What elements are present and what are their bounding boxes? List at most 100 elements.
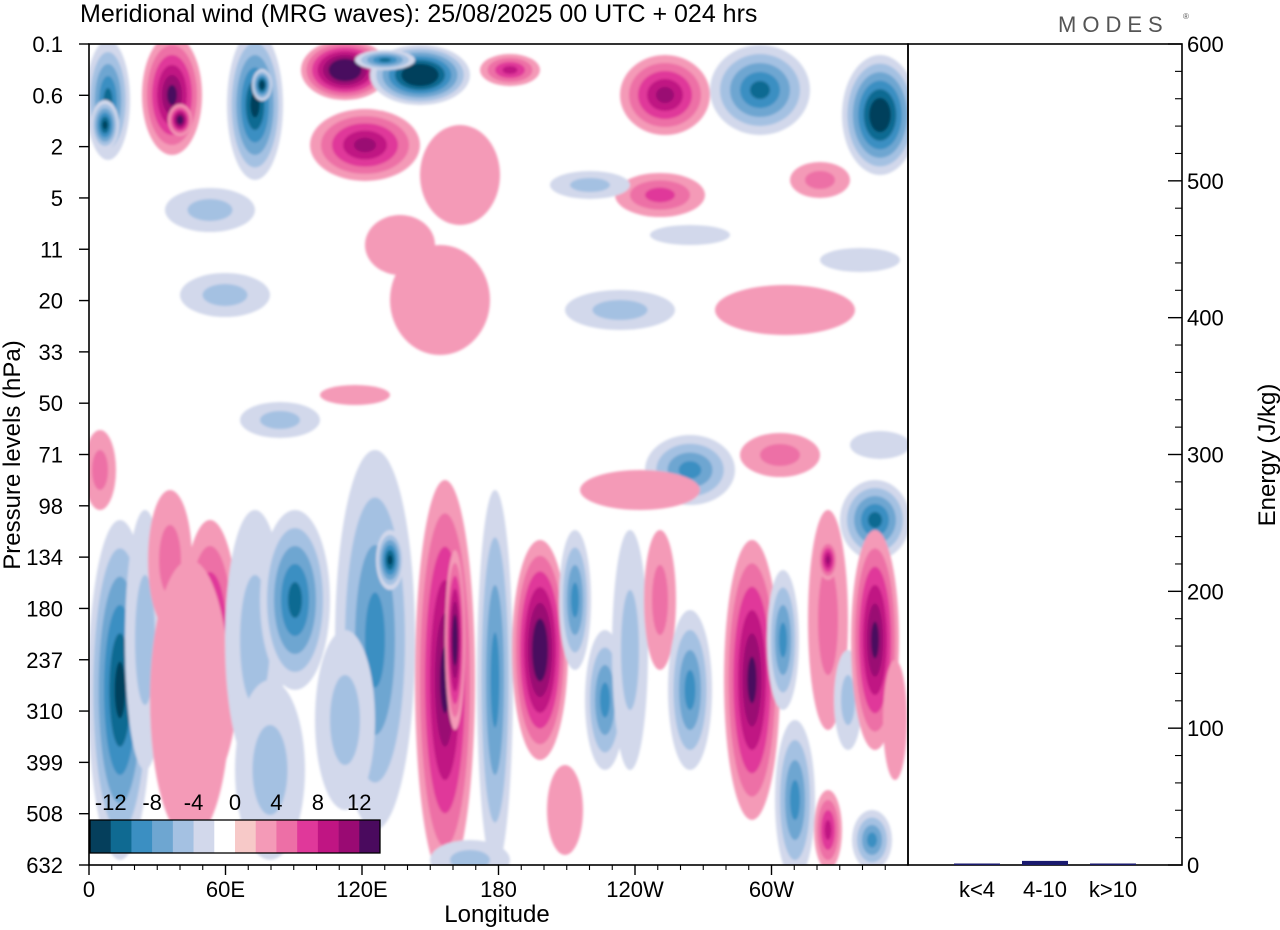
colorbar-swatch	[152, 820, 174, 853]
y-tick-label: 98	[39, 494, 63, 519]
positive-wind-cell	[365, 215, 435, 275]
negative-wind-cell	[565, 290, 675, 330]
energy-tick-label: 300	[1187, 443, 1224, 468]
colorbar-label: 0	[229, 790, 241, 815]
y-tick-label: 71	[39, 443, 63, 468]
x-tick-label: 60E	[206, 877, 245, 902]
x-tick-label: 120W	[606, 877, 664, 902]
positive-wind-cell	[580, 470, 700, 510]
positive-wind-cell	[168, 104, 192, 136]
y-tick-label: 2	[51, 135, 63, 160]
negative-wind-cell	[260, 510, 330, 690]
energy-tick-label: 500	[1187, 169, 1224, 194]
negative-wind-cell	[775, 720, 815, 865]
y-tick-label: 508	[26, 802, 63, 827]
colorbar-label: -12	[95, 790, 127, 815]
colorbar-swatch	[131, 820, 153, 853]
energy-bar	[1090, 863, 1136, 865]
positive-wind-cell	[512, 540, 568, 760]
negative-wind-cell	[315, 630, 375, 810]
energy-plot-frame	[907, 43, 1183, 866]
negative-wind-cell	[842, 55, 908, 175]
colorbar-label: -8	[142, 790, 162, 815]
negative-wind-cell	[850, 431, 908, 459]
y-tick-label: 134	[26, 545, 63, 570]
positive-wind-cell	[790, 162, 850, 198]
y-tick-label: 33	[39, 340, 63, 365]
negative-wind-cell	[355, 50, 415, 70]
positive-wind-cell	[547, 765, 583, 855]
positive-wind-cell	[89, 430, 116, 510]
x-axis-label: Longitude	[444, 901, 549, 928]
negative-wind-cell	[477, 490, 513, 865]
negative-wind-cell	[227, 44, 283, 180]
y-tick-label: 180	[26, 596, 63, 621]
positive-wind-cell	[818, 540, 838, 580]
y-axis-label: Pressure levels (hPa)	[0, 340, 26, 569]
colorbar-label: 4	[270, 790, 282, 815]
axis-ticks	[79, 43, 1182, 875]
positive-wind-cell	[445, 550, 465, 730]
negative-wind-cell	[840, 480, 908, 560]
negative-wind-cell	[668, 610, 712, 770]
positive-wind-cell	[620, 55, 710, 135]
energy-axis-label: Energy (J/kg)	[1254, 384, 1280, 527]
colorbar-label: -4	[184, 790, 204, 815]
negative-wind-cell	[252, 69, 272, 101]
colorbar-swatch	[110, 820, 132, 853]
negative-wind-cell	[650, 225, 730, 245]
x-tick-label: 180	[480, 877, 517, 902]
colorbar-labels: -12 -8 -4 0 4 8 12	[95, 790, 372, 815]
negative-wind-cell	[376, 530, 404, 590]
colorbar-swatch	[359, 820, 381, 853]
positive-wind-cell	[851, 530, 899, 750]
positive-wind-cell	[142, 44, 202, 155]
colorbar-swatch	[317, 820, 339, 853]
energy-tick-label: 0	[1187, 853, 1199, 878]
y-tick-label: 632	[26, 853, 63, 878]
y-tick-label: 50	[39, 391, 63, 416]
negative-wind-cell	[180, 273, 270, 317]
energy-bar	[954, 863, 1000, 865]
negative-wind-cell	[91, 100, 119, 150]
positive-wind-cell	[150, 560, 230, 840]
colorbar-swatch	[255, 820, 277, 853]
positive-wind-cell	[390, 245, 490, 355]
energy-tick-label: 400	[1187, 306, 1224, 331]
wavenumber-label: 4-10	[1023, 877, 1067, 902]
wavenumber-labels: k<4 4-10 k>10	[959, 877, 1137, 902]
colorbar-swatch	[90, 820, 112, 853]
energy-bars	[954, 860, 1136, 865]
x-tick-label: 120E	[336, 877, 387, 902]
energy-bar	[1022, 860, 1068, 865]
positive-wind-cell	[615, 173, 705, 217]
positive-wind-cell	[814, 790, 842, 865]
positive-wind-cell	[420, 125, 500, 225]
pressure-axis-labels: 0.1 0.6 2 5 11 20 33 50 71 98 134 180 237 310 399 508 63…	[26, 32, 63, 878]
negative-wind-cell	[235, 680, 305, 860]
y-tick-label: 11	[40, 237, 63, 262]
positive-wind-cell	[715, 285, 855, 335]
negative-wind-cell	[710, 45, 810, 135]
y-tick-label: 399	[26, 750, 63, 775]
chart-title: Meridional wind (MRG waves): 25/08/2025 …	[80, 0, 757, 28]
energy-tick-label: 100	[1187, 716, 1224, 741]
colorbar-swatch	[276, 820, 298, 853]
positive-wind-cell	[724, 540, 780, 820]
colorbar-frame	[89, 819, 381, 854]
negative-wind-cell	[559, 530, 591, 670]
colorbar-swatch	[193, 820, 215, 853]
y-tick-label: 5	[51, 186, 63, 211]
wind-contour-field	[89, 44, 908, 865]
positive-wind-cell	[644, 530, 676, 670]
brand-registered-mark: ®	[1183, 12, 1189, 21]
y-tick-label: 310	[26, 699, 63, 724]
colorbar-label: 12	[347, 790, 371, 815]
positive-wind-cell	[320, 385, 390, 405]
y-tick-label: 0.1	[32, 32, 63, 57]
positive-wind-cell	[740, 433, 820, 477]
negative-wind-cell	[430, 840, 510, 865]
negative-wind-cell	[612, 530, 648, 770]
colorbar-label: 8	[312, 790, 324, 815]
